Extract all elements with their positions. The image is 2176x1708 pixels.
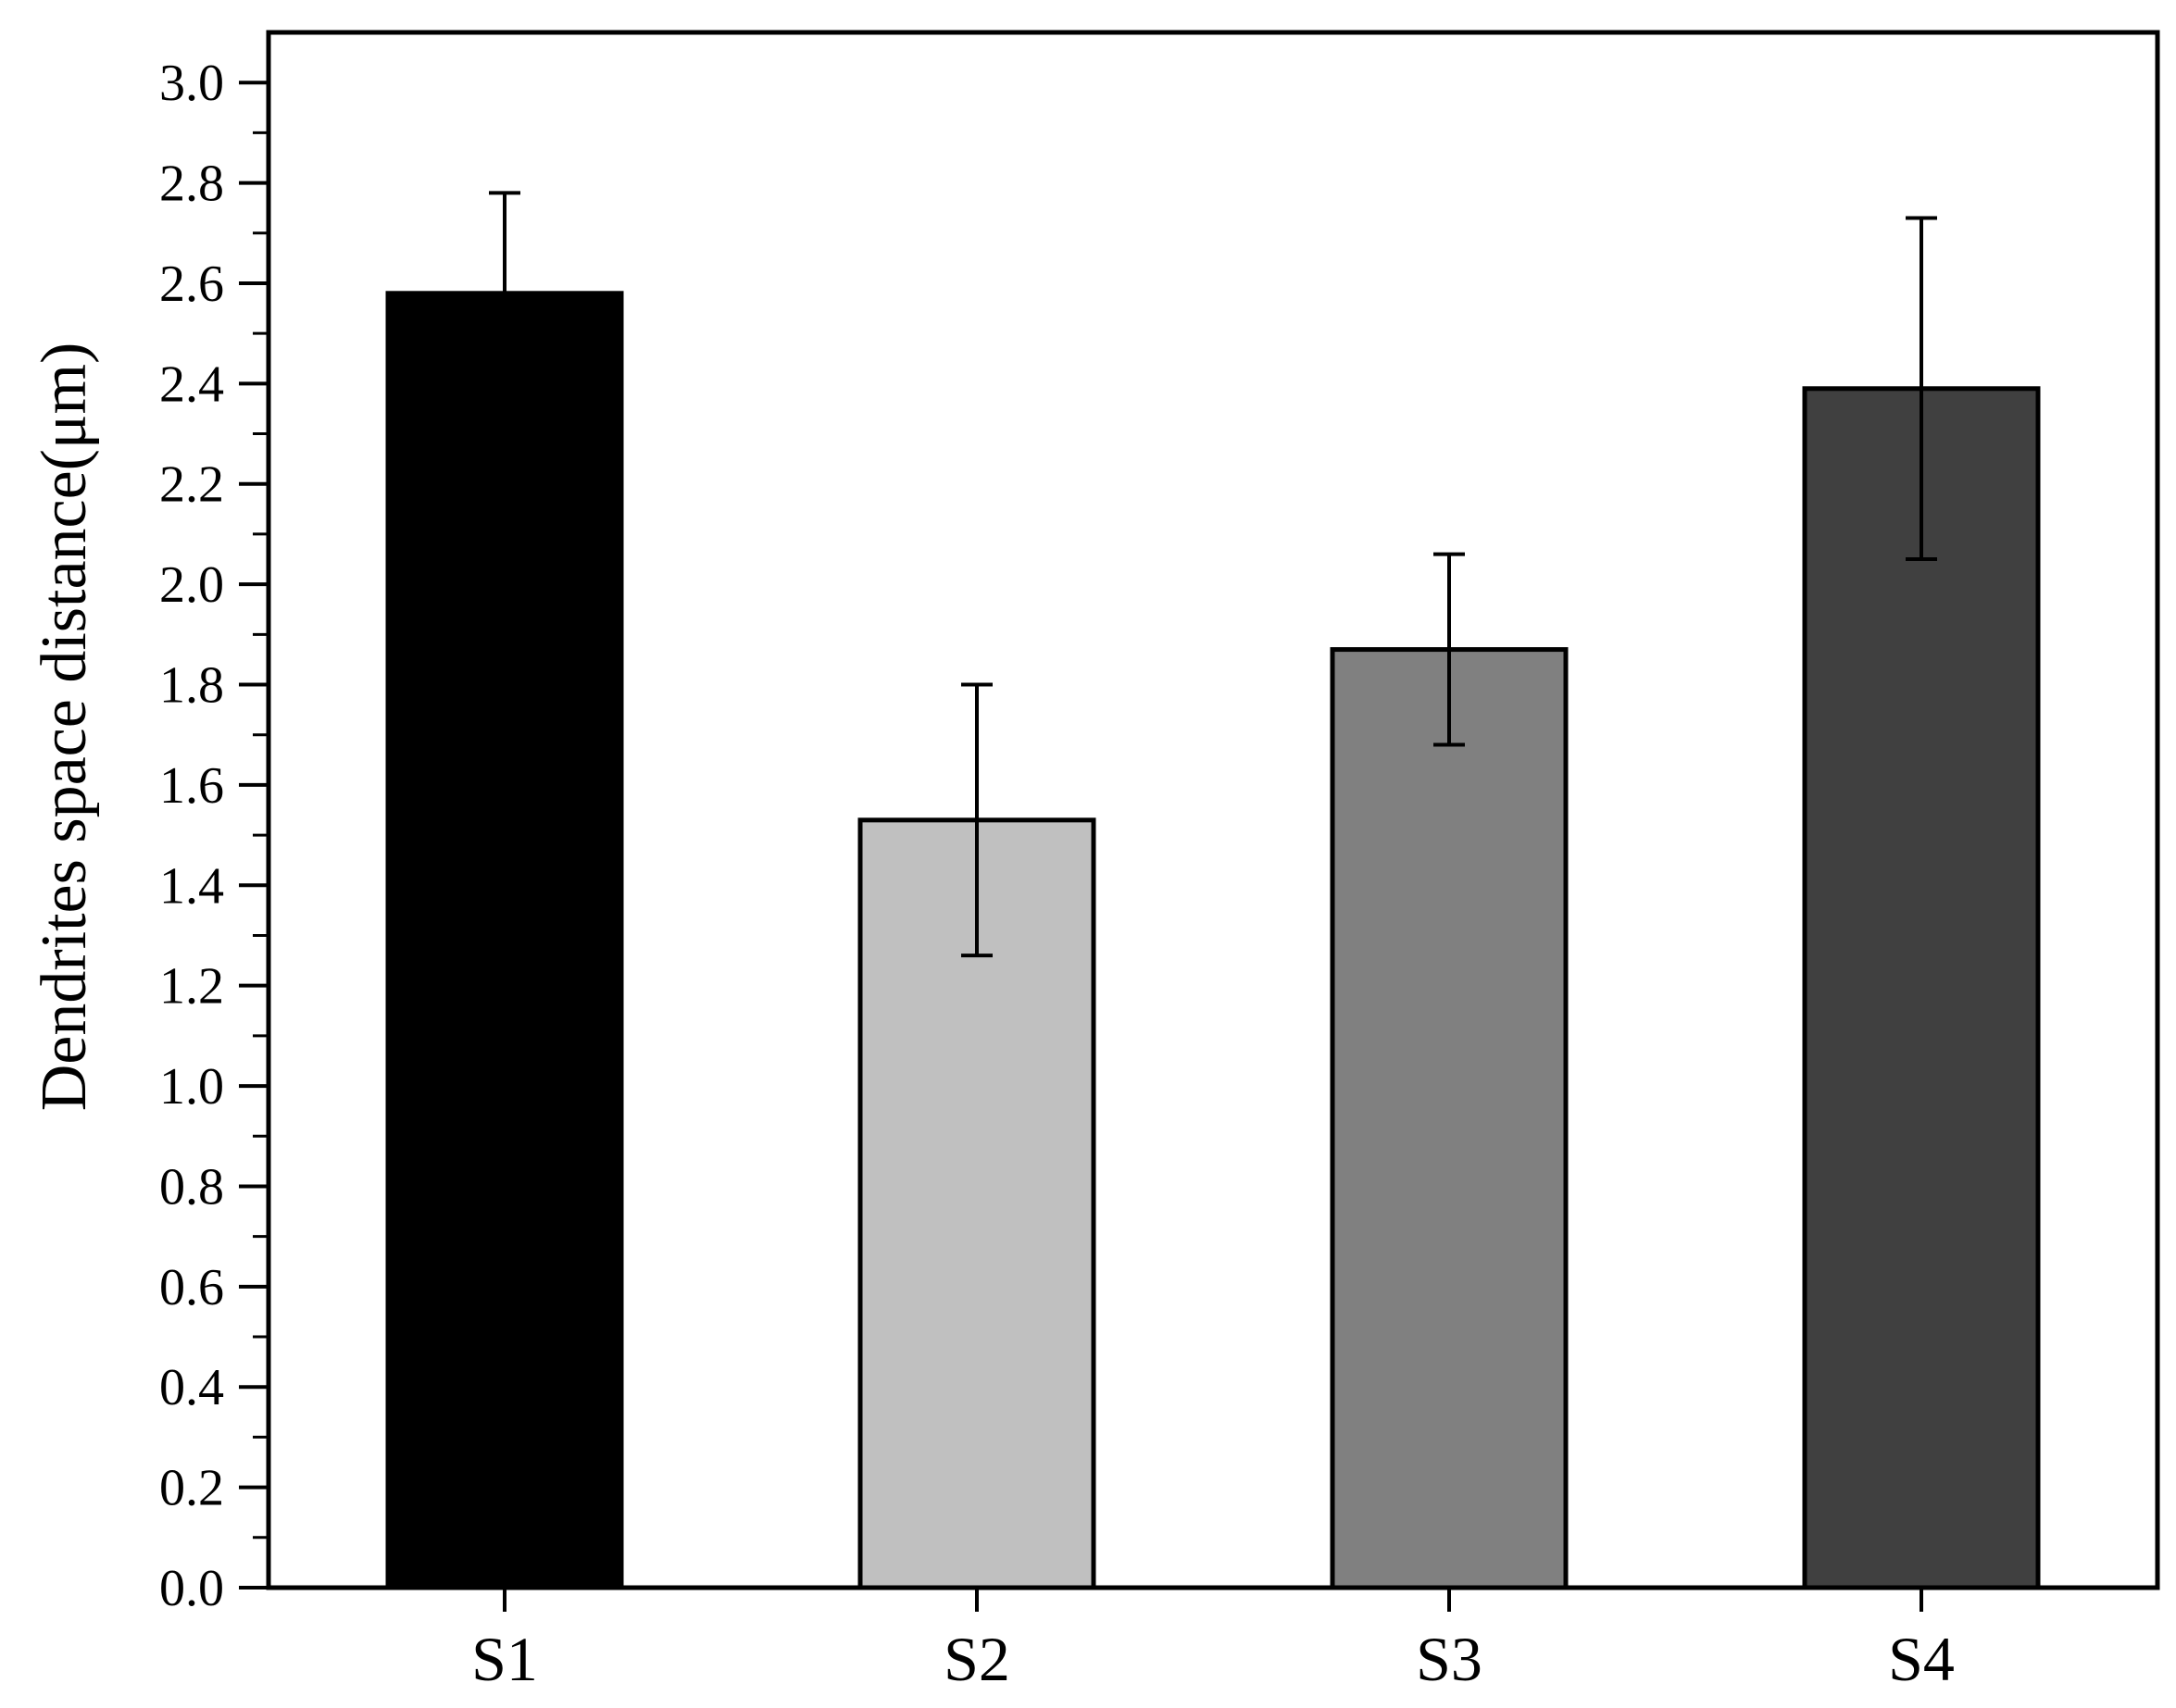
- tick-labels: 0.0 0.2 0.4 0.6 0.8 1.0 1.2 1.4 1.6 1.8 2.0 2.2 2.4 2…: [159, 55, 1955, 1694]
- y-axis-ticks: [239, 81, 1923, 1612]
- y-tick-label-3: 0.6: [159, 1259, 224, 1316]
- bar-S1: [385, 291, 624, 1590]
- y-tick-label-8: 1.6: [159, 757, 224, 815]
- y-tick-label-4: 0.8: [159, 1158, 224, 1216]
- y-tick-label-11: 2.2: [159, 456, 224, 514]
- x-tick-label-S4: S4: [1888, 1624, 1955, 1694]
- x-tick-label-S1: S1: [471, 1624, 538, 1694]
- y-tick-label-6: 1.2: [159, 958, 224, 1016]
- bar-S3: [1330, 647, 1569, 1590]
- y-tick-label-9: 1.8: [159, 657, 224, 715]
- x-tick-label-S3: S3: [1416, 1624, 1482, 1694]
- y-tick-label-7: 1.4: [159, 857, 224, 915]
- y-tick-label-13: 2.6: [159, 256, 224, 313]
- y-tick-label-10: 2.0: [159, 556, 224, 614]
- y-tick-label-12: 2.4: [159, 355, 224, 413]
- bars: [385, 291, 2041, 1590]
- y-tick-label-0: 0.0: [159, 1560, 224, 1617]
- plot-frame: [266, 30, 2160, 1590]
- y-tick-label-2: 0.4: [159, 1359, 224, 1416]
- x-tick-label-S2: S2: [944, 1624, 1010, 1694]
- y-tick-label-5: 1.0: [159, 1058, 224, 1116]
- y-tick-label-1: 0.2: [159, 1460, 224, 1517]
- bar-S4: [1802, 386, 2041, 1590]
- y-tick-label-14: 2.8: [159, 156, 224, 213]
- y-tick-label-15: 3.0: [159, 55, 224, 112]
- y-axis-label: Dendrites space distance(μm): [29, 343, 100, 1112]
- error-bars: [489, 191, 1937, 958]
